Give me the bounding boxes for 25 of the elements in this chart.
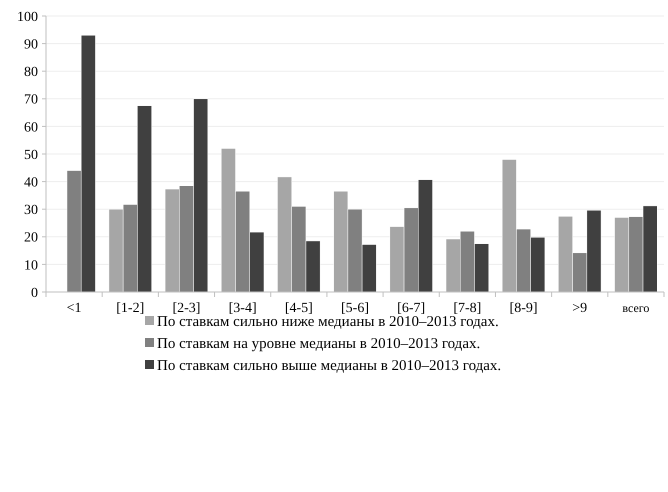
legend-label: По ставкам на уровне медианы в 2010–2013 годах. [157,336,480,352]
x-tick-label: [8-9] [510,301,538,316]
y-tick-label: 20 [24,230,38,246]
x-tick-label: [1-2] [116,301,144,316]
y-tick-label: 70 [24,92,38,108]
x-tick-label: [5-6] [341,301,369,316]
x-tick-label: >9 [572,301,588,316]
y-tick-label: 90 [24,38,38,52]
x-tick-label: [2-3] [172,301,200,316]
y-tick-label: 60 [24,120,38,136]
x-tick-label: [6-7] [397,301,426,316]
x-tick-label: [4-5] [284,301,313,316]
x-tick-label: [3-4] [228,301,257,316]
y-tick-label: 80 [24,65,38,80]
y-tick-label: 10 [24,258,38,274]
y-tick-label: 0 [31,286,38,301]
y-tick-label: 50 [24,148,38,163]
y-tick-label: 30 [24,203,38,218]
y-tick-label: 100 [17,10,38,25]
legend-label: По ставкам сильно ниже медианы в 2010–2013 годах. [157,314,499,330]
x-tick-label: [7-8] [453,301,482,316]
legend-label: По ставкам сильно выше медианы в 2010–2013 годах. [157,358,502,374]
x-tick-label: всего [622,301,650,315]
x-tick-label: <1 [66,301,82,316]
y-tick-label: 40 [24,176,38,190]
